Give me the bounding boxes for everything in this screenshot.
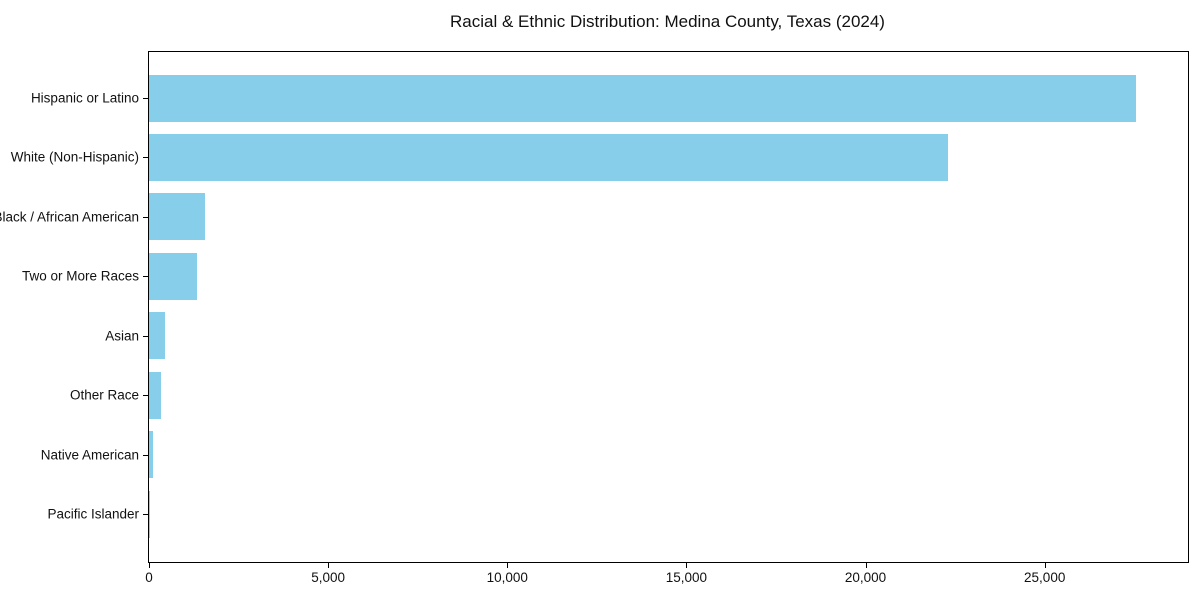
x-tick-15000 xyxy=(686,562,688,568)
x-tick-25000 xyxy=(1044,562,1046,568)
y-tick-label-white-non-hispanic: White (Non-Hispanic) xyxy=(10,149,139,165)
y-tick-black-african-american xyxy=(143,216,149,218)
bar-black-african-american xyxy=(149,193,205,241)
plot-area: Hispanic or Latino White (Non-Hispanic) Bl… xyxy=(0,51,1189,585)
bar-native-american xyxy=(149,431,153,479)
y-tick-native-american xyxy=(143,454,149,456)
bar-pacific-islander xyxy=(149,490,151,538)
x-tick-0 xyxy=(149,562,150,568)
bar-hispanic-or-latino xyxy=(149,74,1137,122)
x-tick-5000 xyxy=(328,562,330,568)
y-tick-pacific-islander xyxy=(143,514,149,515)
x-tick-label-10000: 10,000 xyxy=(486,570,528,585)
y-tick-label-hispanic-or-latino: Hispanic or Latino xyxy=(30,90,139,106)
y-tick-label-two-or-more-races: Two or More Races xyxy=(21,268,139,284)
x-tick-20000 xyxy=(865,562,867,568)
y-tick-label-native-american: Native American xyxy=(40,447,139,463)
y-tick-asian xyxy=(143,335,149,337)
y-tick-other-race xyxy=(143,395,149,397)
bar-two-or-more-races xyxy=(149,252,197,300)
x-tick-label-25000: 25,000 xyxy=(1024,570,1066,585)
bar-white-non-hispanic xyxy=(149,133,948,181)
y-tick-label-black-african-american: Black / African American xyxy=(0,209,139,225)
y-tick-white-non-hispanic xyxy=(143,157,149,159)
y-tick-two-or-more-races xyxy=(143,276,149,278)
bar-asian xyxy=(149,312,166,360)
chart-title: Racial & Ethnic Distribution: Medina Cou… xyxy=(450,12,885,31)
x-tick-label-0: 0 xyxy=(145,570,153,585)
x-tick-label-15000: 15,000 xyxy=(665,570,708,585)
x-tick-label-5000: 5,000 xyxy=(311,570,346,585)
x-tick-label-20000: 20,000 xyxy=(844,570,887,585)
bar-other-race xyxy=(149,371,161,419)
y-tick-label-asian: Asian xyxy=(105,328,139,344)
y-tick-hispanic-or-latino xyxy=(143,98,149,99)
y-tick-label-pacific-islander: Pacific Islander xyxy=(47,506,139,522)
x-tick-10000 xyxy=(507,562,509,568)
y-tick-label-other-race: Other Race xyxy=(69,387,139,403)
